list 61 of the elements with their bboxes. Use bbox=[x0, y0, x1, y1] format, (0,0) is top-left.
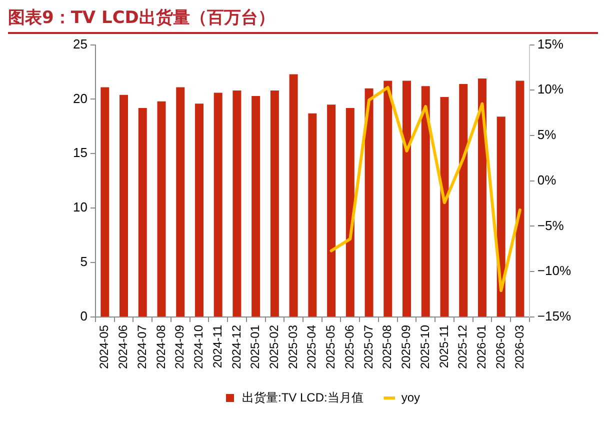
y-tick-label: 5 bbox=[80, 254, 88, 270]
bar bbox=[214, 92, 222, 316]
x-tick-label: 2025-01 bbox=[248, 324, 262, 370]
x-tick-label: 2025-07 bbox=[361, 324, 376, 370]
y2-tick-label: 10% bbox=[537, 82, 564, 97]
bar bbox=[232, 90, 242, 316]
x-tick-label: 2024-05 bbox=[97, 324, 112, 370]
y-tick-label: 20 bbox=[72, 90, 88, 106]
bar bbox=[421, 86, 430, 316]
y2-tick-label: −10% bbox=[537, 263, 572, 278]
x-tick-label: 2025-08 bbox=[380, 324, 394, 370]
x-tick-label: 2024-10 bbox=[192, 324, 206, 370]
x-tick-label: 2024-11 bbox=[210, 324, 224, 368]
legend-label: 出货量:TV LCD:当月值 bbox=[242, 390, 364, 404]
bar bbox=[252, 96, 260, 316]
x-tick-label: 2026-02 bbox=[493, 324, 508, 370]
bar bbox=[157, 101, 166, 316]
y2-tick-label: 5% bbox=[537, 127, 557, 142]
bar bbox=[516, 80, 524, 316]
bar bbox=[194, 104, 204, 316]
bar bbox=[100, 87, 110, 316]
x-tick-label: 2025-12 bbox=[456, 324, 470, 370]
chart-title: 图表9：TV LCD出货量（百万台） bbox=[8, 6, 598, 34]
y-tick-label: 15 bbox=[72, 145, 88, 160]
y-tick-label: 0 bbox=[80, 308, 88, 324]
x-tick-label: 2026-03 bbox=[512, 324, 526, 370]
bar bbox=[327, 104, 336, 316]
y2-tick-label: 15% bbox=[537, 36, 564, 52]
x-tick-label: 2024-07 bbox=[134, 324, 149, 370]
bar bbox=[364, 88, 374, 316]
x-tick-label: 2024-12 bbox=[229, 324, 244, 370]
bar bbox=[478, 78, 486, 316]
x-tick-label: 2025-05 bbox=[324, 324, 338, 370]
bar bbox=[440, 97, 449, 316]
x-tick-label: 2025-04 bbox=[304, 324, 319, 370]
y2-tick-label: −5% bbox=[537, 218, 564, 233]
bar bbox=[346, 108, 354, 316]
bar bbox=[176, 87, 185, 316]
x-tick-label: 2024-08 bbox=[154, 324, 168, 370]
x-tick-label: 2025-10 bbox=[418, 324, 432, 370]
x-tick-label: 2024-09 bbox=[172, 324, 187, 370]
y2-tick-label: 0% bbox=[537, 172, 557, 188]
bar bbox=[308, 113, 317, 316]
x-tick-label: 2025-03 bbox=[286, 324, 300, 370]
x-tick-label: 2026-01 bbox=[474, 324, 489, 370]
bar bbox=[138, 108, 147, 316]
y-tick-label: 10 bbox=[72, 200, 88, 215]
y-tick-label: 25 bbox=[72, 36, 88, 52]
x-tick-label: 2025-06 bbox=[342, 324, 356, 370]
x-tick-label: 2025-02 bbox=[267, 324, 282, 370]
x-tick-label: 2025-11 bbox=[436, 324, 451, 368]
legend-label: yoy bbox=[401, 390, 420, 404]
bar bbox=[120, 94, 128, 316]
bar bbox=[384, 80, 392, 316]
y2-tick-label: −15% bbox=[537, 308, 572, 324]
bar bbox=[289, 74, 298, 316]
bar bbox=[459, 84, 468, 316]
x-tick-label: 2025-09 bbox=[399, 324, 414, 370]
bar bbox=[270, 90, 279, 316]
bar bbox=[402, 80, 411, 316]
x-tick-label: 2024-06 bbox=[116, 324, 130, 370]
